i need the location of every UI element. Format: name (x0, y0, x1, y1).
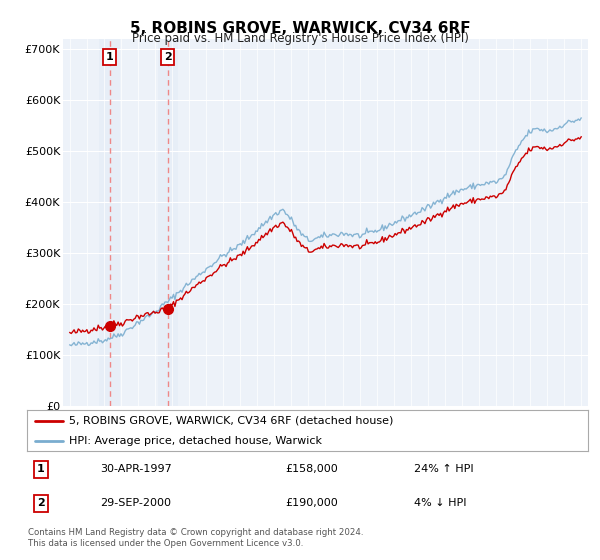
Text: 5, ROBINS GROVE, WARWICK, CV34 6RF: 5, ROBINS GROVE, WARWICK, CV34 6RF (130, 21, 470, 36)
Text: 2: 2 (164, 52, 172, 62)
Text: 5, ROBINS GROVE, WARWICK, CV34 6RF (detached house): 5, ROBINS GROVE, WARWICK, CV34 6RF (deta… (69, 416, 394, 426)
Text: £158,000: £158,000 (285, 464, 338, 474)
Bar (158, 39, 178, 406)
Text: Price paid vs. HM Land Registry's House Price Index (HPI): Price paid vs. HM Land Registry's House … (131, 32, 469, 45)
Text: 2: 2 (37, 498, 45, 508)
Text: £190,000: £190,000 (285, 498, 338, 508)
Bar (100, 39, 120, 406)
Text: 4% ↓ HPI: 4% ↓ HPI (414, 498, 467, 508)
Text: 1: 1 (106, 52, 113, 62)
Text: 29-SEP-2000: 29-SEP-2000 (100, 498, 171, 508)
Text: 24% ↑ HPI: 24% ↑ HPI (414, 464, 474, 474)
Text: 30-APR-1997: 30-APR-1997 (100, 464, 172, 474)
Text: 1: 1 (37, 464, 45, 474)
Text: HPI: Average price, detached house, Warwick: HPI: Average price, detached house, Warw… (69, 436, 322, 446)
Text: Contains HM Land Registry data © Crown copyright and database right 2024.
This d: Contains HM Land Registry data © Crown c… (28, 528, 364, 548)
